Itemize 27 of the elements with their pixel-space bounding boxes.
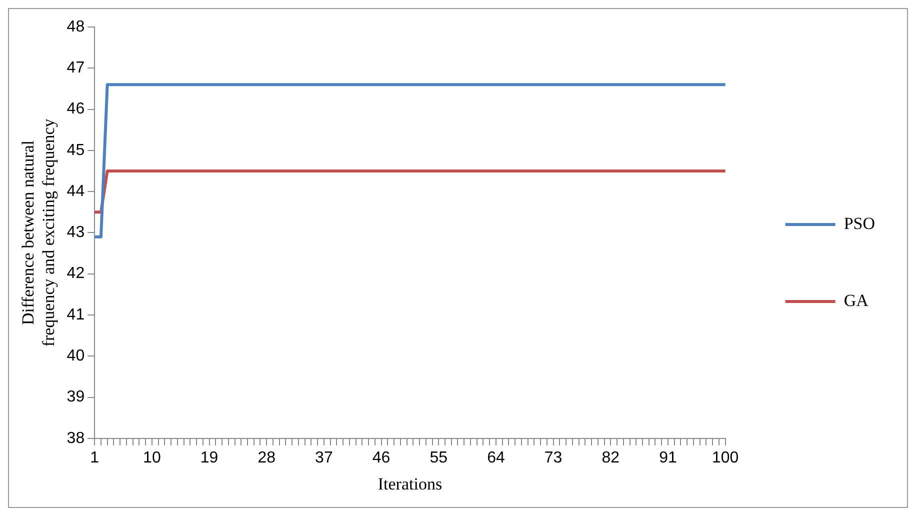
x-tick-label: 46 [372,449,390,466]
legend-label: GA [844,290,870,310]
y-tick-label: 48 [66,18,85,36]
y-tick-label: 46 [66,100,85,118]
y-tick-label: 43 [66,224,85,242]
y-tick-label: 41 [66,306,85,324]
y-axis-title: Difference between natural frequency and exciting frequency [18,118,58,347]
y-tick-label: 44 [66,182,85,200]
y-tick-label: 38 [66,430,85,447]
x-tick-label: 28 [258,449,276,466]
y-tick-label: 42 [66,265,85,282]
x-tick-label: 1 [90,449,100,466]
legend-label: PSO [844,214,875,233]
y-tick-label: 45 [66,142,85,159]
x-tick-label: 73 [544,449,562,466]
x-tick-label: 82 [602,449,620,466]
x-axis-title: Iterations [378,474,442,494]
y-tick-label: 39 [66,388,85,406]
x-tick-label: 19 [200,449,218,466]
y-tick-label: 47 [66,60,85,77]
x-tick-label: 100 [712,449,739,466]
x-tick-label: 64 [487,449,505,466]
x-tick-label: 55 [430,449,448,466]
y-tick-label: 40 [66,348,85,365]
x-tick-label: 10 [143,449,161,466]
x-tick-label: 91 [659,449,677,466]
x-tick-label: 37 [315,449,333,466]
